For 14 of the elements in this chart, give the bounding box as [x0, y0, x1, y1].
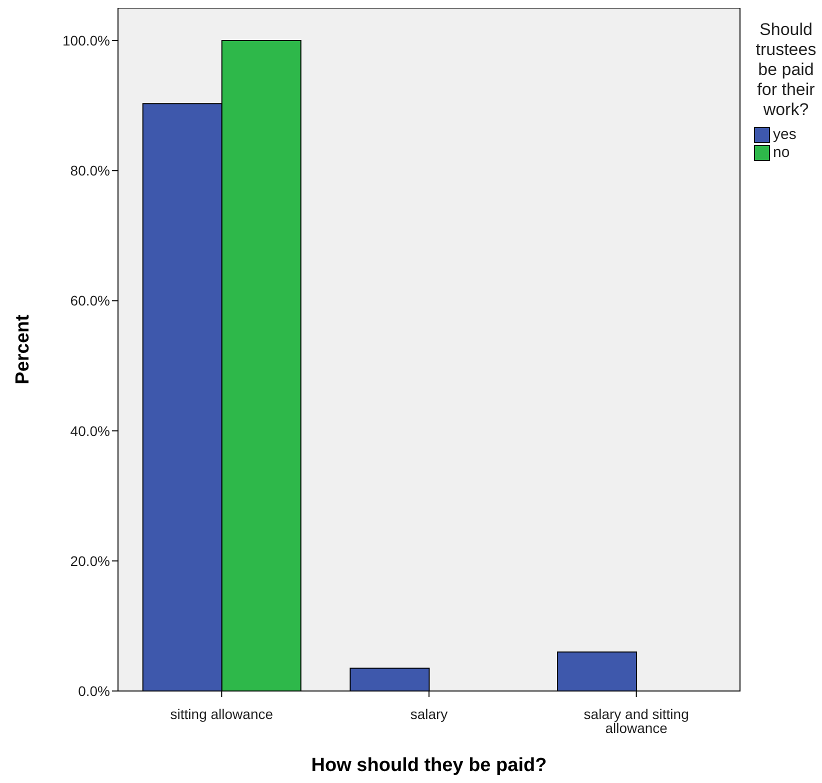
y-tick-label: 20.0%	[70, 552, 110, 569]
y-axis-title: Percent	[12, 314, 34, 384]
y-tick-label: 100.0%	[62, 32, 110, 48]
x-axis-title: How should they be paid?	[311, 755, 547, 776]
x-tick-label: sitting allowance	[170, 706, 274, 722]
y-tick-label: 40.0%	[70, 422, 110, 439]
y-tick-label: 0.0%	[78, 682, 110, 699]
y-tick-label: 80.0%	[70, 162, 110, 179]
legend-label: yes	[772, 126, 798, 144]
legend-label: no	[772, 144, 791, 162]
x-tick-label: salary	[410, 706, 448, 722]
legend-title: Should trustees be paid for their work?	[754, 20, 818, 120]
y-tick-label: 60.0%	[70, 292, 110, 309]
x-tick-label: salary and sitting allowance	[584, 706, 689, 736]
